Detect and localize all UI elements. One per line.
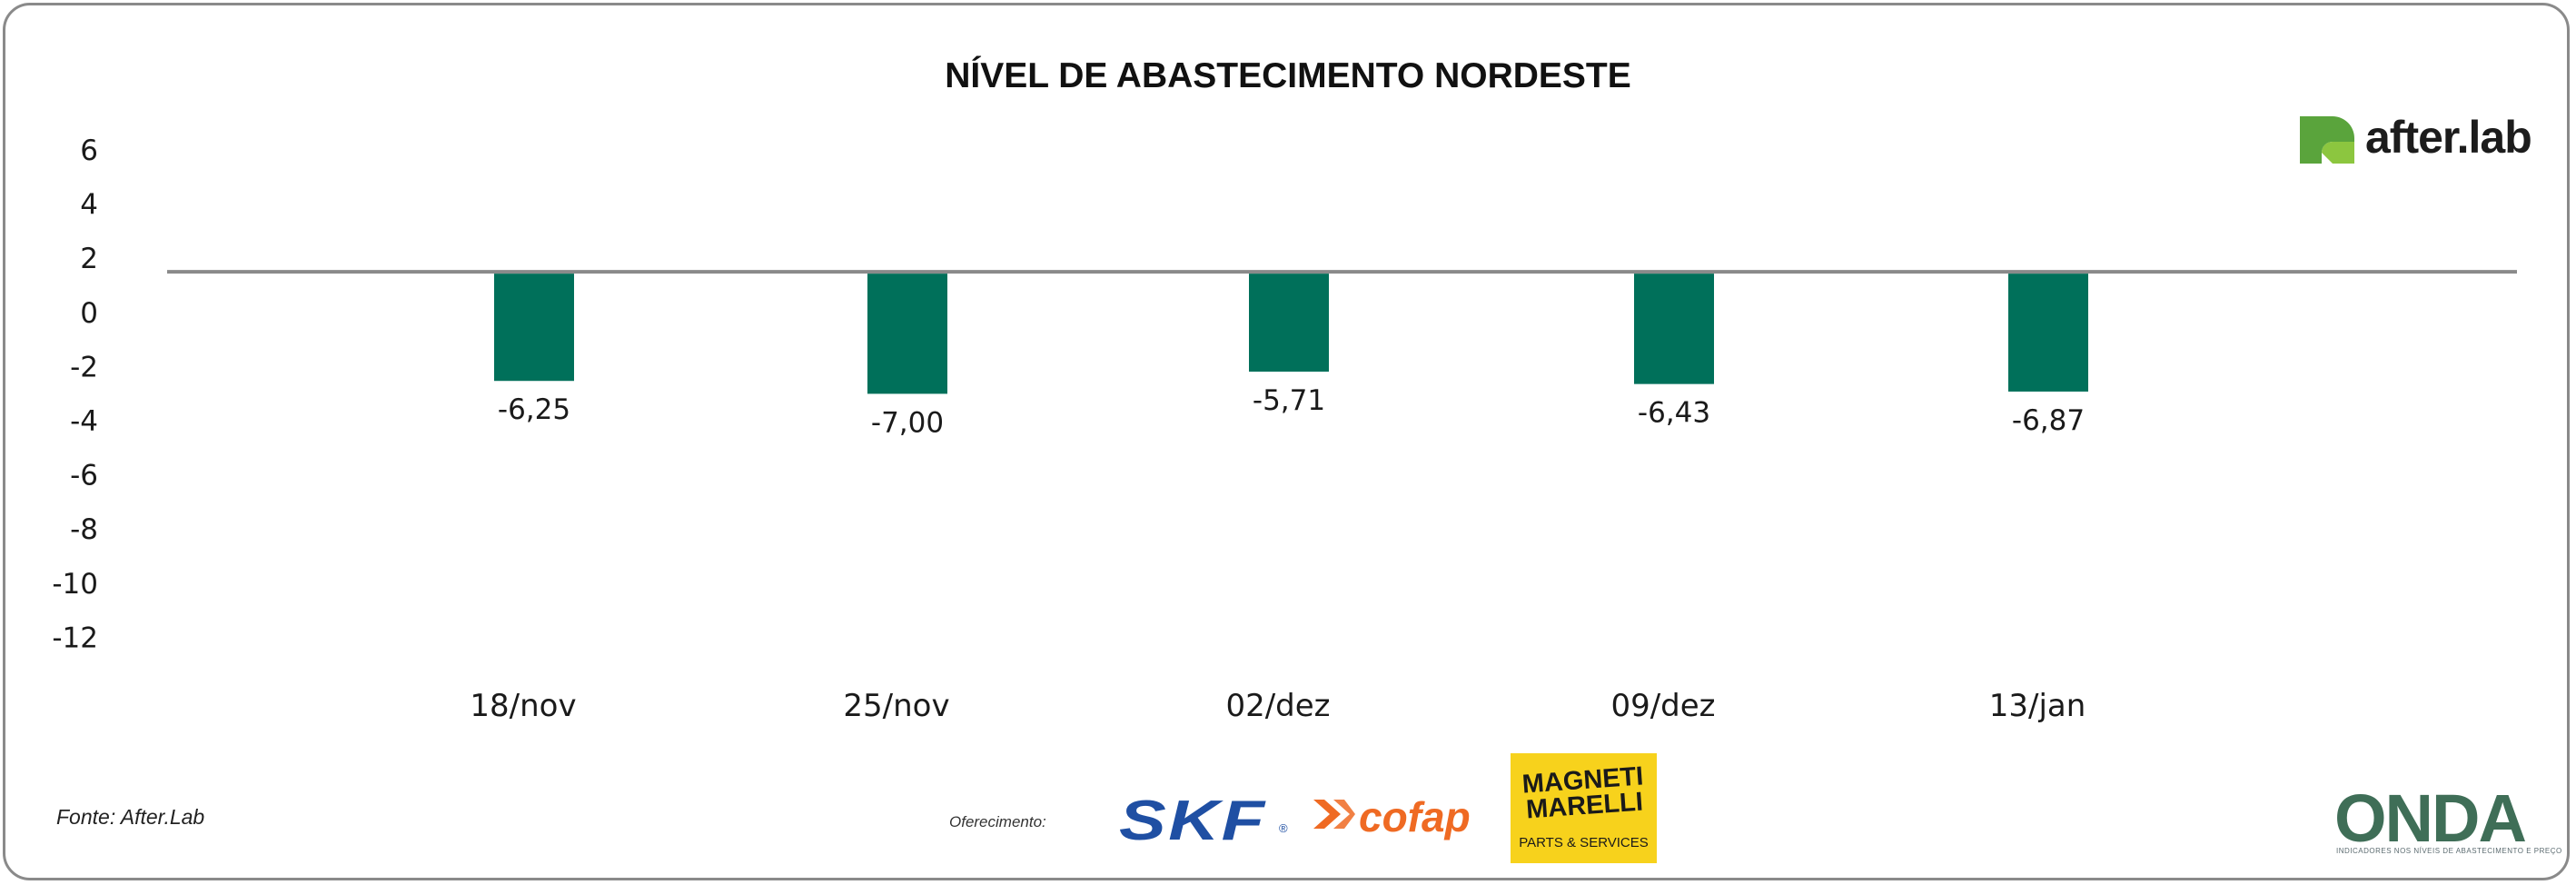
y-tick-label: -6	[70, 460, 98, 492]
registered-icon: ®	[1279, 821, 1288, 835]
magneti-marelli-sub: PARTS & SERVICES	[1519, 835, 1649, 850]
after-lab-logo-icon	[2300, 116, 2354, 164]
chart-card	[3, 3, 2570, 880]
y-tick-label: 4	[80, 189, 98, 222]
x-axis: 18/nov 25/nov 02/dez 09/dez 13/jan	[470, 688, 2086, 724]
bar	[1249, 273, 1329, 373]
x-tick-label: 09/dez	[1610, 688, 1715, 724]
sponsor-label: Oferecimento:	[949, 813, 1046, 830]
x-tick-label: 02/dez	[1225, 688, 1330, 724]
onda-tagline: INDICADORES NOS NÍVEIS DE ABASTECIMENTO …	[2336, 847, 2562, 855]
x-tick-label: 18/nov	[470, 688, 576, 724]
magneti-marelli-name: MAGNETI MARELLI	[1521, 761, 1645, 825]
after-lab-logo-text: after.lab	[2365, 112, 2532, 163]
x-tick-label: 13/jan	[1989, 688, 2086, 724]
data-label: -6,43	[1638, 397, 1710, 430]
x-tick-label: 25/nov	[843, 688, 949, 724]
data-label: -6,87	[2012, 404, 2085, 437]
y-tick-label: -12	[52, 621, 98, 654]
bar	[494, 273, 574, 382]
bars	[494, 273, 2088, 394]
bar	[867, 273, 947, 394]
magneti-marelli-logo: MAGNETI MARELLI PARTS & SERVICES	[1511, 753, 1657, 863]
y-axis: 6 4 2 0 -2 -4 -6 -8 -10 -12	[52, 134, 98, 654]
chart-title: NÍVEL DE ABASTECIMENTO NORDESTE	[945, 56, 1631, 95]
data-label: -7,00	[871, 406, 944, 439]
skf-logo: SKF	[1119, 790, 1267, 852]
y-tick-label: 2	[80, 243, 98, 275]
cofap-logo-icon	[1313, 800, 1355, 829]
y-tick-label: -4	[70, 405, 98, 438]
source-note: Fonte: After.Lab	[56, 805, 205, 829]
data-label: -5,71	[1253, 384, 1325, 417]
data-labels: -6,25 -7,00 -5,71 -6,43 -6,87	[498, 384, 2085, 439]
onda-logo: ONDA	[2334, 781, 2527, 856]
y-tick-label: -2	[70, 351, 98, 383]
data-label: -6,25	[498, 393, 570, 426]
y-tick-label: -8	[70, 513, 98, 546]
y-tick-label: -10	[52, 568, 98, 601]
bar	[1634, 273, 1714, 384]
cofap-logo: cofap	[1359, 793, 1471, 840]
y-tick-label: 6	[80, 134, 98, 167]
bar	[2008, 273, 2088, 392]
y-tick-label: 0	[80, 297, 98, 330]
